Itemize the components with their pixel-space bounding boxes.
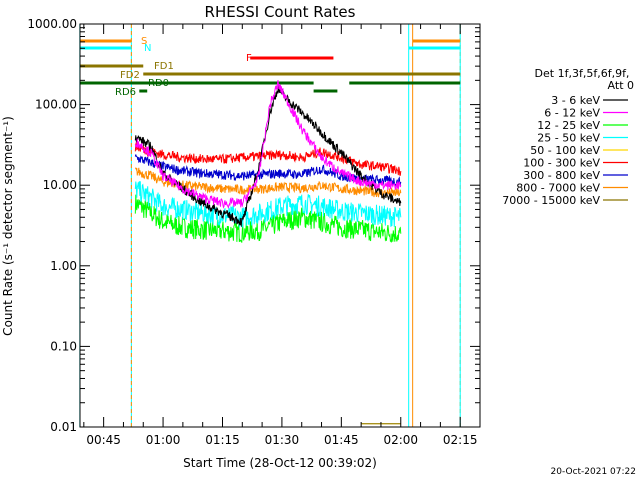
flag-label-rd0: RD0 bbox=[148, 78, 169, 89]
detector-info-1: Att 0 bbox=[608, 79, 634, 92]
axes: 0.01 0.10 1.00 10.00 100.00 1000.00 00:45 01:00… bbox=[27, 17, 481, 447]
flag-label-f: F bbox=[246, 53, 252, 64]
x-tick-label-0: 00:45 bbox=[86, 433, 121, 447]
y-tick-label-1: 0.10 bbox=[50, 339, 77, 353]
x-axis-label: Start Time (28-Oct-12 00:39:02) bbox=[183, 456, 377, 470]
legend-label-6: 300 - 800 keV bbox=[523, 169, 600, 182]
legend-label-4: 50 - 100 keV bbox=[530, 144, 600, 157]
y-tick-label-4: 100.00 bbox=[35, 98, 77, 112]
series-line-3-6-kev bbox=[134, 85, 402, 228]
flag-label-fd2: FD2 bbox=[120, 70, 140, 81]
legend-label-3: 25 - 50 keV bbox=[537, 132, 600, 145]
legend-label-0: 3 - 6 keV bbox=[551, 94, 600, 107]
flag-label-s: S bbox=[141, 36, 147, 47]
legend-label-7: 800 - 7000 keV bbox=[516, 182, 600, 195]
legend-label-5: 100 - 300 keV bbox=[523, 157, 600, 170]
series-line-100-300-kev bbox=[134, 142, 402, 176]
plot-timestamp: 20-Oct-2021 07:22 bbox=[551, 467, 636, 477]
flag-label-n: N bbox=[144, 43, 151, 54]
legend-label-8: 7000 - 15000 keV bbox=[502, 194, 600, 207]
x-tick-label-1: 01:00 bbox=[146, 433, 181, 447]
y-tick-label-0: 0.01 bbox=[50, 420, 77, 434]
x-tick-label-3: 01:30 bbox=[265, 433, 300, 447]
series-line-25-50-kev bbox=[134, 181, 402, 228]
legend-label-2: 12 - 25 keV bbox=[537, 119, 600, 132]
chart-title: RHESSI Count Rates bbox=[205, 3, 356, 21]
y-tick-label-5: 1000.00 bbox=[27, 17, 77, 31]
y-tick-label-3: 10.00 bbox=[43, 178, 77, 192]
series-line-6-12-kev bbox=[134, 80, 402, 209]
plot-area: SN F FD1 FD2 RD0 RD6 bbox=[79, 24, 461, 427]
detector-info-0: Det 1f,3f,5f,6f,9f, bbox=[535, 67, 630, 80]
series-line-12-25-kev bbox=[134, 194, 402, 243]
x-tick-label-4: 01:45 bbox=[324, 433, 359, 447]
x-tick-label-6: 02:15 bbox=[443, 433, 478, 447]
flag-label-fd1: FD1 bbox=[154, 61, 174, 72]
series-line-300-800-kev bbox=[134, 154, 402, 188]
y-tick-label-2: 1.00 bbox=[50, 259, 77, 273]
flag-label-rd6: RD6 bbox=[115, 87, 136, 98]
x-tick-label-5: 02:00 bbox=[383, 433, 418, 447]
plot-frame bbox=[79, 23, 481, 428]
y-axis-label: Count Rate (s⁻¹ detector segment⁻¹) bbox=[1, 116, 15, 336]
x-tick-label-2: 01:15 bbox=[205, 433, 240, 447]
legend-label-1: 6 - 12 keV bbox=[544, 107, 600, 120]
